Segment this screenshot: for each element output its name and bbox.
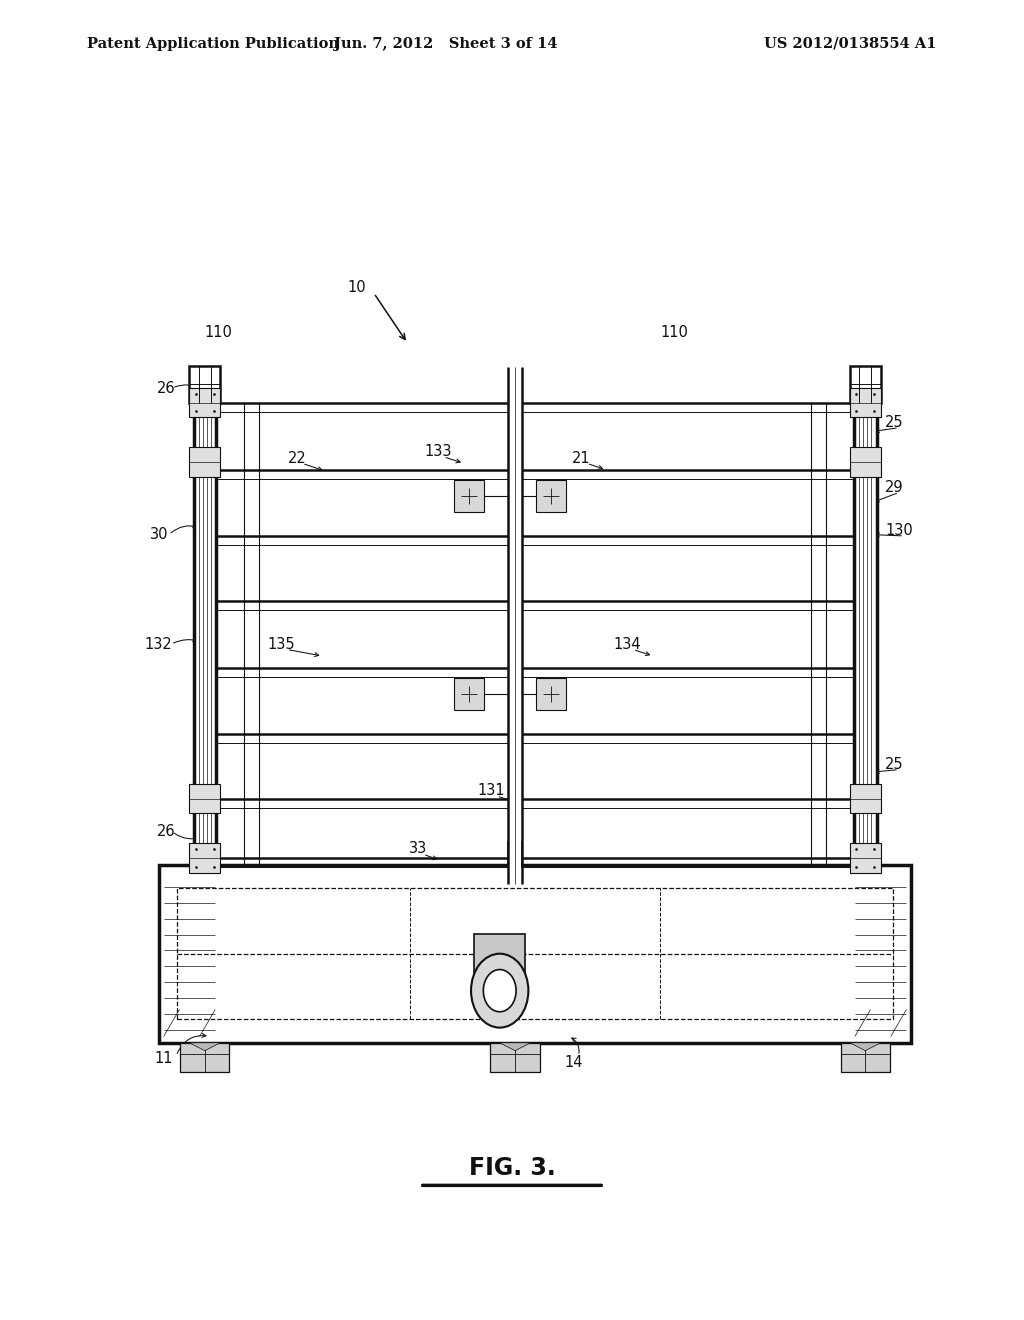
Text: 30: 30 xyxy=(150,527,168,543)
Text: 26: 26 xyxy=(157,824,175,840)
Bar xyxy=(490,1043,540,1072)
Bar xyxy=(509,367,521,884)
Text: 110: 110 xyxy=(660,325,689,341)
Text: FIG. 3.: FIG. 3. xyxy=(469,1156,555,1180)
Text: 25: 25 xyxy=(885,414,903,430)
Bar xyxy=(189,447,220,477)
Polygon shape xyxy=(850,1043,881,1051)
Bar xyxy=(536,480,566,512)
Text: 33: 33 xyxy=(409,841,427,857)
Polygon shape xyxy=(500,1043,530,1051)
Text: 134: 134 xyxy=(614,636,641,652)
Bar xyxy=(850,447,881,477)
Bar xyxy=(536,678,566,710)
Text: 29: 29 xyxy=(885,479,903,495)
Text: 130: 130 xyxy=(885,523,913,539)
Text: 110: 110 xyxy=(204,325,232,341)
Bar xyxy=(454,678,484,710)
Bar xyxy=(180,1043,229,1072)
Text: 131: 131 xyxy=(478,783,505,799)
Circle shape xyxy=(483,969,516,1011)
Bar xyxy=(850,366,881,403)
Bar xyxy=(189,784,220,813)
Text: 21: 21 xyxy=(572,450,591,466)
Bar xyxy=(850,388,881,417)
Bar xyxy=(189,388,220,417)
Circle shape xyxy=(471,953,528,1027)
Bar xyxy=(159,865,911,1043)
Polygon shape xyxy=(189,1043,220,1051)
Bar xyxy=(841,1043,890,1072)
Text: 26: 26 xyxy=(157,380,175,396)
Text: 10: 10 xyxy=(347,280,366,296)
Bar xyxy=(189,843,220,873)
Bar xyxy=(850,784,881,813)
Text: Patent Application Publication: Patent Application Publication xyxy=(87,37,339,51)
Text: 14: 14 xyxy=(564,1055,583,1071)
Text: 25: 25 xyxy=(885,756,903,772)
Text: 22: 22 xyxy=(288,450,306,466)
Bar xyxy=(189,366,220,403)
Bar xyxy=(177,888,893,1019)
Bar xyxy=(195,403,215,865)
Text: 11: 11 xyxy=(155,1051,173,1067)
Bar xyxy=(454,480,484,512)
Text: 133: 133 xyxy=(425,444,452,459)
Text: US 2012/0138554 A1: US 2012/0138554 A1 xyxy=(765,37,937,51)
Text: 132: 132 xyxy=(144,636,173,652)
Bar xyxy=(474,935,525,979)
Bar xyxy=(855,403,876,865)
Bar xyxy=(850,843,881,873)
Text: Jun. 7, 2012   Sheet 3 of 14: Jun. 7, 2012 Sheet 3 of 14 xyxy=(334,37,557,51)
Text: 135: 135 xyxy=(268,636,295,652)
